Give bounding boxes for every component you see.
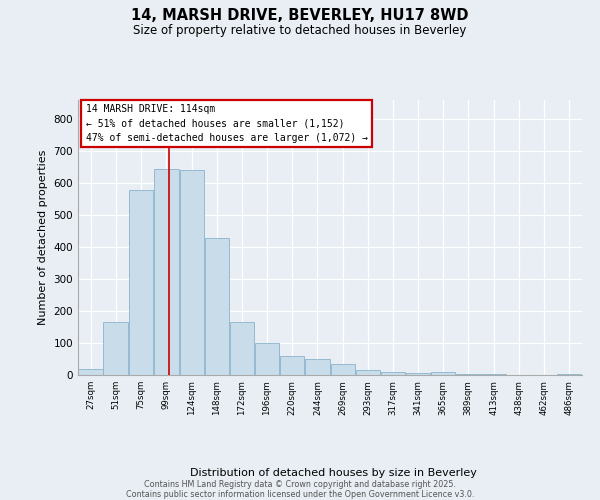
Bar <box>481 374 506 375</box>
Y-axis label: Number of detached properties: Number of detached properties <box>38 150 48 325</box>
Bar <box>280 356 304 375</box>
Bar <box>230 322 254 375</box>
Bar <box>431 372 455 375</box>
Bar <box>381 372 405 375</box>
Bar <box>103 322 128 375</box>
Text: Contains HM Land Registry data © Crown copyright and database right 2025.
Contai: Contains HM Land Registry data © Crown c… <box>126 480 474 499</box>
Bar <box>255 343 279 375</box>
Bar <box>205 238 229 375</box>
Bar <box>331 364 355 375</box>
Bar <box>79 368 103 375</box>
Bar <box>128 190 153 375</box>
Bar <box>456 374 481 375</box>
Text: 14 MARSH DRIVE: 114sqm
← 51% of detached houses are smaller (1,152)
47% of semi-: 14 MARSH DRIVE: 114sqm ← 51% of detached… <box>86 104 368 143</box>
Text: Distribution of detached houses by size in Beverley: Distribution of detached houses by size … <box>190 468 476 477</box>
Bar <box>356 370 380 375</box>
Bar <box>154 169 179 375</box>
Bar <box>557 374 581 375</box>
Text: Size of property relative to detached houses in Beverley: Size of property relative to detached ho… <box>133 24 467 37</box>
Bar <box>179 170 204 375</box>
Bar <box>406 374 430 375</box>
Bar <box>305 359 330 375</box>
Text: 14, MARSH DRIVE, BEVERLEY, HU17 8WD: 14, MARSH DRIVE, BEVERLEY, HU17 8WD <box>131 8 469 22</box>
